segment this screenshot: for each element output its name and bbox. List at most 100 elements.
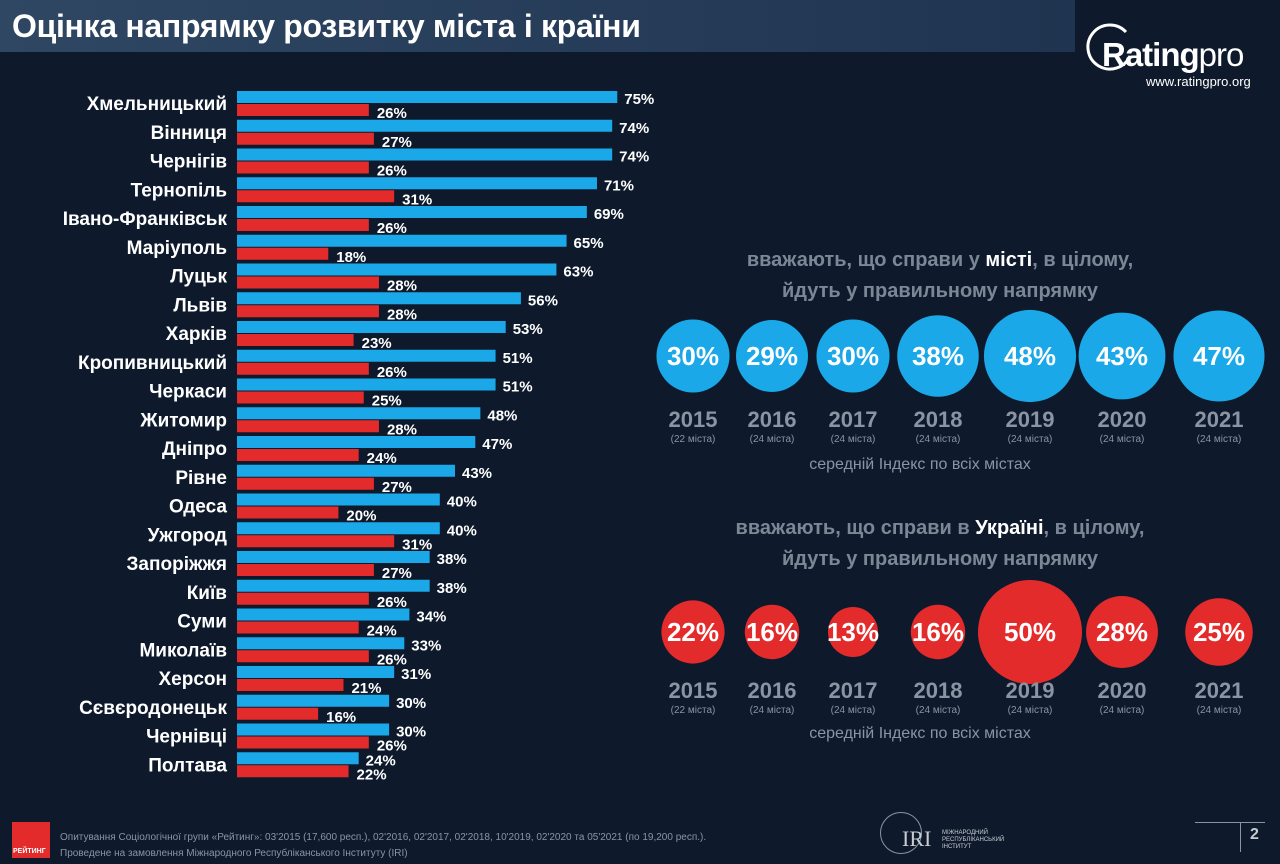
city-bar-label: 56%	[528, 292, 558, 309]
city-bar	[237, 666, 395, 678]
country-bar-label: 20%	[346, 508, 376, 525]
city-bar-label: 51%	[503, 350, 533, 367]
city-bar	[237, 723, 390, 736]
bubble-year: 2016	[748, 678, 797, 703]
city-bar-label: 75%	[624, 91, 654, 108]
city-bar	[237, 234, 567, 247]
city-bar	[237, 551, 430, 563]
bubble-sample: (24 міста)	[1008, 705, 1053, 716]
logo-url: www.ratingpro.org	[1146, 74, 1251, 89]
iri-logo: IRI МІЖНАРОДНИЙ РЕСПУБЛІКАНСЬКИЙ ІНСТИТУ…	[880, 810, 1010, 860]
country-bar-label: 26%	[377, 105, 407, 122]
city-bar	[237, 493, 440, 506]
city-label: Кропивницький	[78, 353, 227, 374]
city-label: Черкаси	[149, 382, 227, 403]
country-bar	[237, 621, 359, 634]
bubble	[910, 604, 966, 660]
country-bar	[237, 765, 349, 778]
city-bar-label: 38%	[437, 551, 467, 568]
country-bar	[237, 247, 329, 260]
bubble-value: 16%	[746, 617, 798, 647]
country-bar-label: 22%	[357, 766, 387, 783]
city-bar	[237, 464, 456, 477]
country-bar	[237, 679, 344, 691]
bubble-sample: (24 міста)	[916, 705, 961, 716]
bubble-value: 47%	[1193, 341, 1245, 371]
page-divider	[1195, 822, 1265, 823]
globe-icon	[880, 812, 922, 854]
country-bar-label: 27%	[382, 479, 412, 496]
bubble-value: 16%	[912, 617, 964, 647]
bubble-sample: (24 міста)	[916, 434, 961, 445]
city-bar-label: 30%	[396, 695, 426, 712]
country-bar-label: 24%	[367, 623, 397, 640]
country-bar-label: 26%	[377, 364, 407, 381]
city-bar	[237, 378, 496, 391]
logo-brand: Ratingpro	[1102, 36, 1244, 73]
city-label: Харків	[166, 324, 227, 345]
bubble-year: 2020	[1098, 407, 1147, 432]
country-bar-label: 26%	[377, 738, 407, 755]
city-bar-label: 43%	[462, 465, 492, 482]
rating-logo: РЕЙТИНГ	[12, 822, 50, 858]
bubble	[1173, 310, 1265, 402]
city-bar	[237, 263, 557, 276]
bubble-heading-line2: йдуть у правильному напрямку	[782, 548, 1099, 570]
bubble	[744, 604, 800, 660]
country-bar	[237, 276, 379, 289]
city-bar-label: 31%	[401, 666, 431, 683]
chart-canvas: Хмельницький 75% 26% Вінниця 74% 27% Чернігів 7…	[63, 91, 1265, 783]
city-label: Полтава	[148, 755, 227, 776]
city-label: Херсон	[159, 669, 228, 690]
city-bar	[237, 522, 440, 535]
city-label: Луцьк	[170, 267, 227, 288]
city-label: Київ	[187, 583, 227, 604]
bubble-sample: (24 міста)	[1008, 434, 1053, 445]
city-bar	[237, 91, 618, 103]
bubble-heading: вважають, що справи у місті, в цілому,	[747, 249, 1133, 271]
city-bar-label: 33%	[411, 637, 441, 654]
bubble-value: 48%	[1004, 341, 1056, 371]
country-bar	[237, 592, 369, 605]
iri-subtitle: МІЖНАРОДНИЙ РЕСПУБЛІКАНСЬКИЙ ІНСТИТУТ	[942, 830, 1005, 850]
bubble-sample: (24 міста)	[1100, 705, 1145, 716]
country-bar-label: 21%	[351, 680, 381, 697]
bubble-value: 50%	[1004, 617, 1056, 647]
bubble-value: 29%	[746, 341, 798, 371]
bubble	[983, 309, 1077, 403]
city-bar-label: 63%	[563, 264, 593, 281]
bubble-sample: (22 міста)	[671, 434, 716, 445]
country-bar	[237, 334, 354, 346]
client-note: Проведене на замовлення Міжнародного Рес…	[60, 848, 408, 859]
bubble	[977, 579, 1083, 685]
bubble-year: 2018	[914, 678, 963, 703]
city-label: Чернігів	[150, 152, 227, 173]
city-label: Маріуполь	[127, 238, 227, 259]
city-bar	[237, 349, 496, 362]
country-bar-label: 27%	[382, 565, 412, 582]
city-bar-label: 65%	[574, 235, 604, 252]
country-bar-label: 26%	[377, 594, 407, 611]
bubble-sample: (24 міста)	[1197, 434, 1242, 445]
page-title: Оцінка напрямку розвитку міста і країни	[12, 8, 641, 44]
country-bar	[237, 362, 369, 375]
bubble	[816, 319, 890, 393]
city-bar-label: 69%	[594, 206, 624, 223]
city-bar-label: 40%	[447, 522, 477, 539]
city-bar-label: 71%	[604, 177, 634, 194]
bubble-value: 22%	[667, 617, 719, 647]
city-label: Чернівці	[146, 727, 227, 748]
country-bar-label: 28%	[387, 306, 417, 323]
country-bar-label: 31%	[402, 191, 432, 208]
city-label: Тернопіль	[131, 180, 227, 201]
bubble	[1185, 598, 1253, 666]
country-bar-label: 18%	[336, 249, 366, 266]
bubble-value: 43%	[1096, 341, 1148, 371]
bubble-sample: (22 міста)	[671, 705, 716, 716]
city-bar	[237, 752, 359, 765]
country-bar	[237, 506, 339, 519]
city-label: Дніпро	[162, 439, 227, 460]
bubble-year: 2021	[1195, 678, 1244, 703]
bubble-value: 30%	[667, 341, 719, 371]
bubble-sample: (24 міста)	[831, 705, 876, 716]
